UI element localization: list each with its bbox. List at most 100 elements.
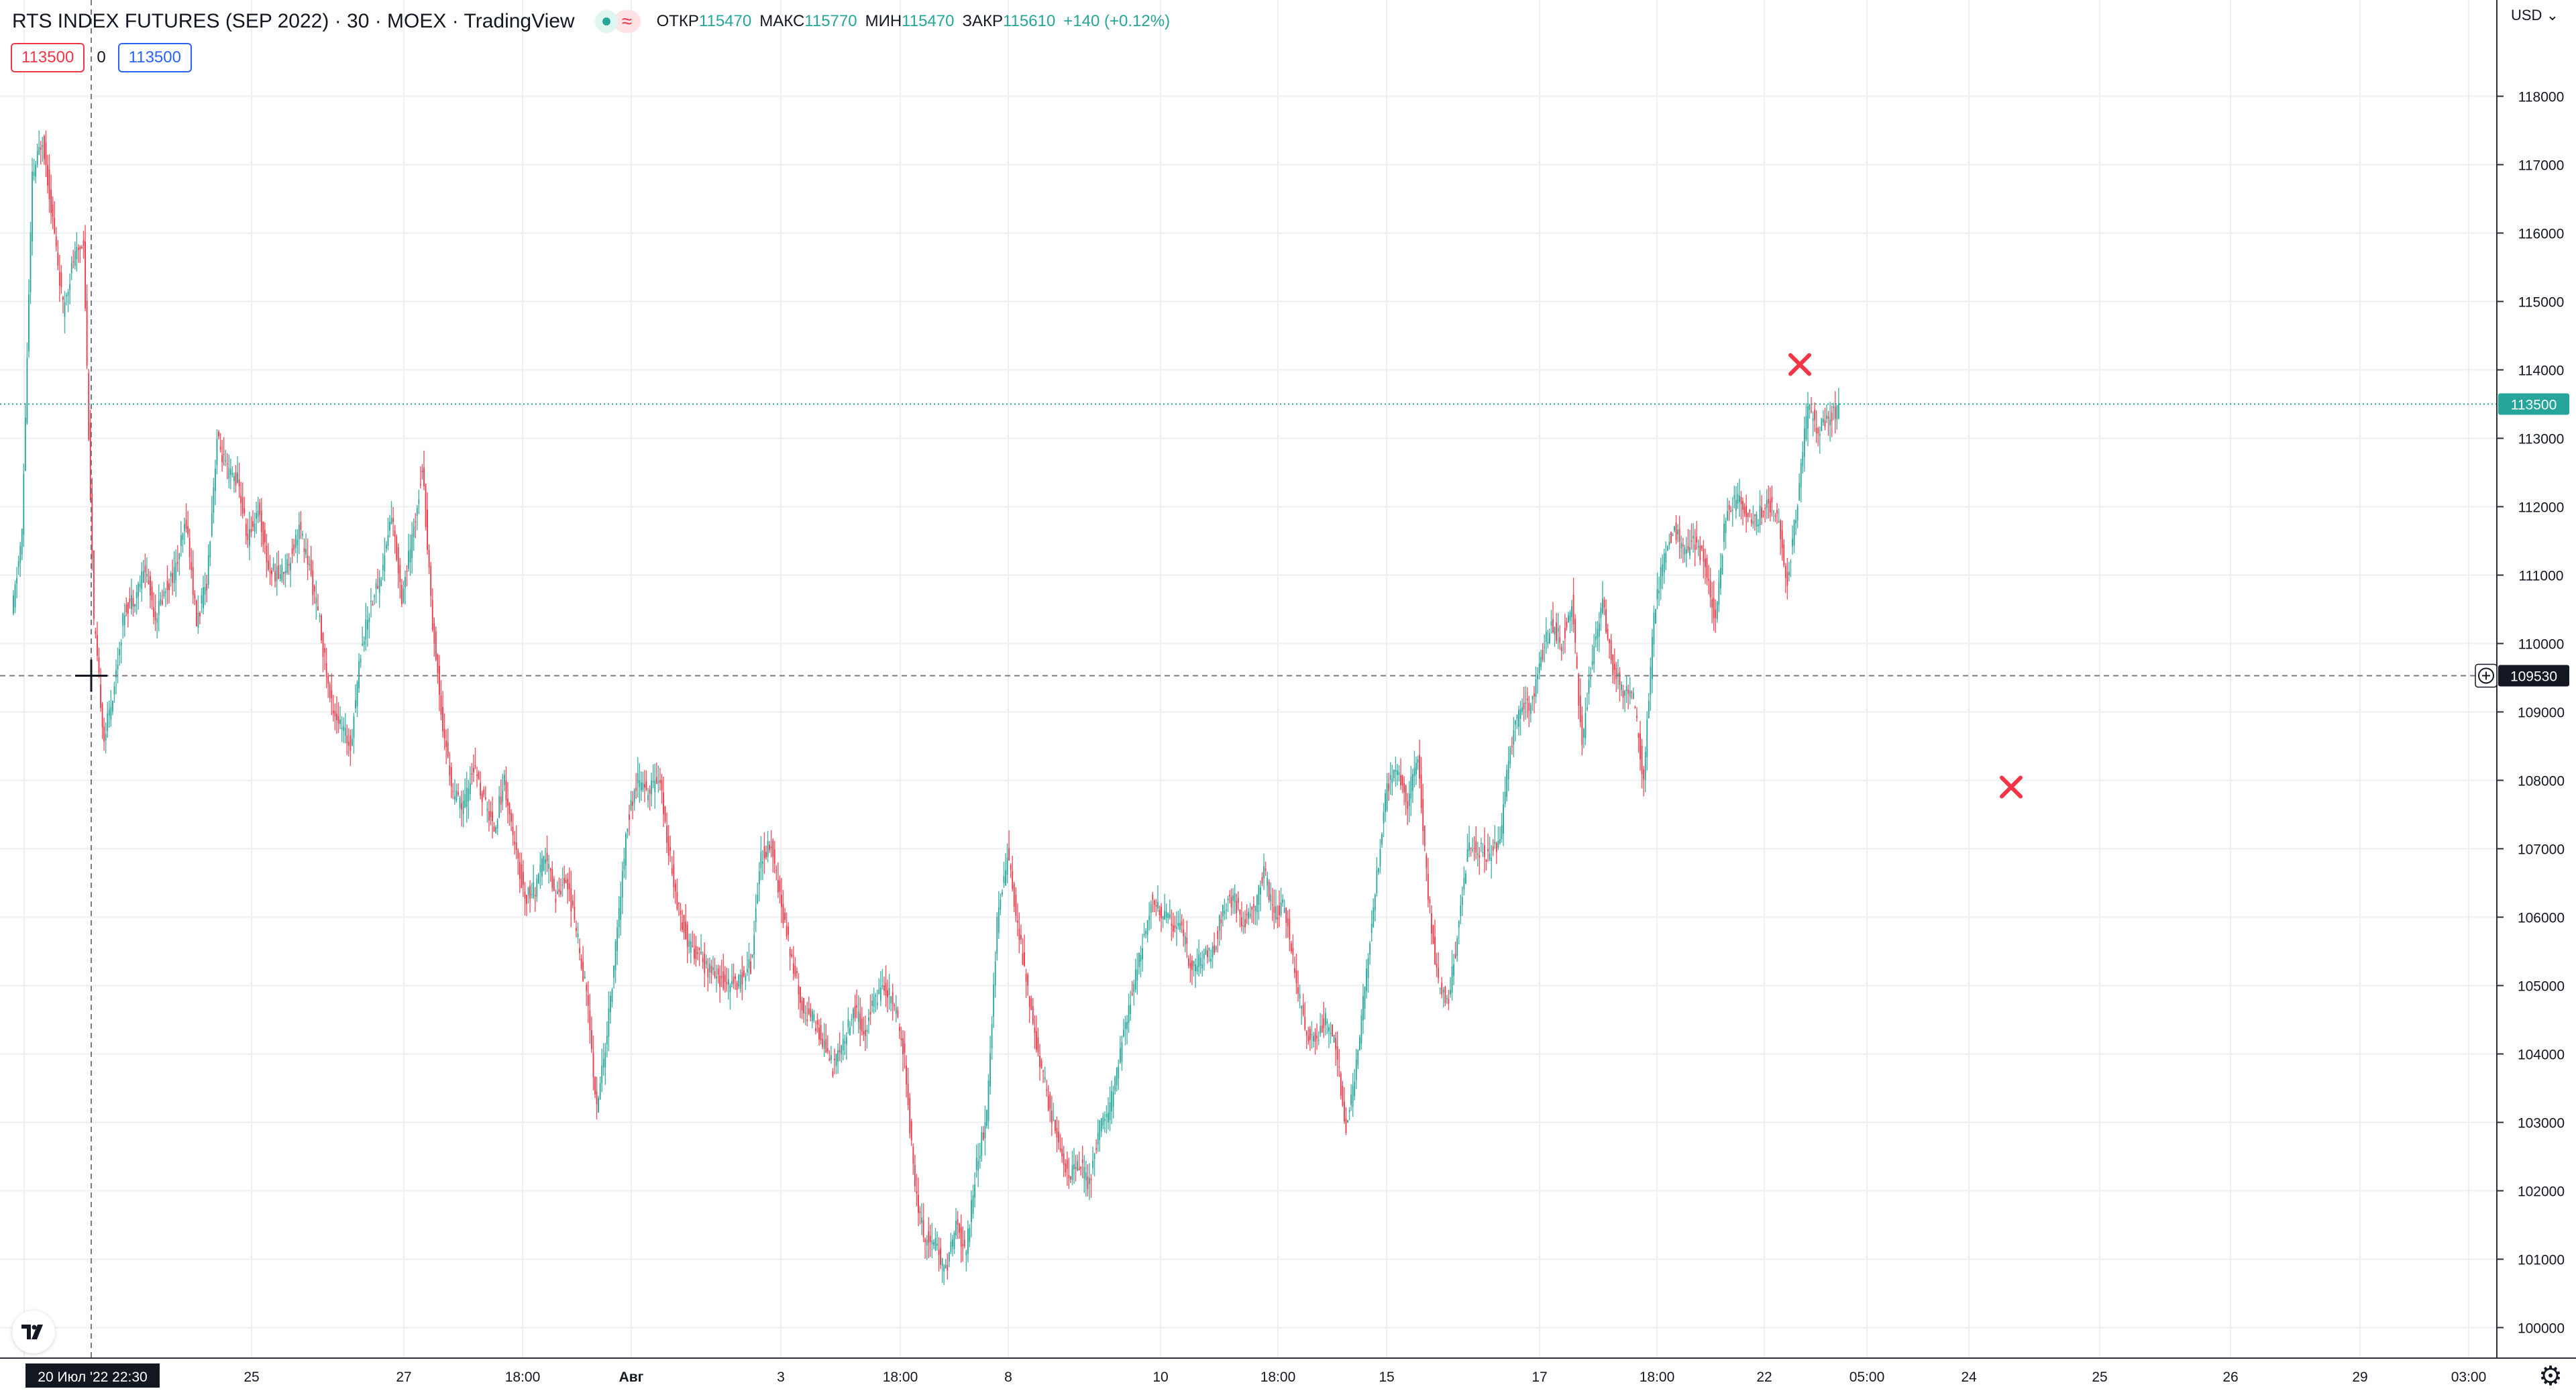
candle-body [1434, 936, 1436, 964]
candle-body [1302, 1005, 1304, 1015]
candle-body [1297, 987, 1299, 994]
candle-body [233, 476, 235, 481]
candle-body [1540, 657, 1542, 667]
currency-selector[interactable]: USD ⌄ [2511, 7, 2559, 23]
candle-body [1112, 1092, 1114, 1107]
high-label: МАКС [759, 12, 805, 30]
candle-body [1815, 427, 1817, 434]
candle-body [1287, 918, 1289, 926]
candle-body [1432, 925, 1434, 944]
candle-body [627, 828, 629, 832]
candle-body [1566, 622, 1568, 628]
candle-body [1191, 960, 1193, 970]
candle-body [694, 948, 695, 959]
sell-button[interactable]: 113500 [11, 43, 85, 72]
candle-body [529, 885, 531, 899]
candle-body [47, 165, 48, 186]
candle-body [336, 714, 337, 720]
candle-body [704, 954, 706, 973]
time-tick-label: 26 [2222, 1370, 2238, 1385]
candle-body [533, 882, 535, 899]
candle-body [260, 510, 262, 533]
candle-body [372, 604, 374, 606]
candle-body [1737, 494, 1739, 504]
candle-body [197, 612, 199, 628]
candle-body [1249, 913, 1251, 917]
candle-body [400, 585, 402, 604]
candle-body [989, 1053, 991, 1086]
candle-body [1453, 964, 1454, 976]
candle-body [293, 544, 295, 550]
candle-body [918, 1194, 919, 1213]
candle-body [176, 561, 178, 564]
candle-body [876, 1003, 878, 1005]
candle-body [100, 684, 101, 708]
candle-body [272, 563, 274, 571]
candle-body [822, 1038, 824, 1047]
candle-body [1627, 689, 1629, 694]
candle-body [755, 908, 757, 923]
candle-body [582, 962, 584, 981]
candle-body [1413, 767, 1415, 777]
candle-body [1799, 483, 1801, 500]
tradingview-logo-icon[interactable] [12, 1310, 55, 1353]
candle-body [1607, 629, 1609, 639]
status-indicators[interactable]: ≈ [594, 10, 641, 33]
candle-body [350, 735, 352, 751]
buy-button[interactable]: 113500 [117, 43, 192, 72]
candle-body [1742, 501, 1743, 510]
gear-icon[interactable]: ⚙ [2538, 1361, 2563, 1391]
candle-body [1027, 974, 1029, 986]
candle-body [792, 963, 794, 974]
candle-body [1104, 1119, 1106, 1121]
candle-body [1554, 627, 1556, 635]
candle-body [1236, 901, 1238, 913]
candle-body [1576, 656, 1578, 669]
quantity-label[interactable]: 0 [97, 48, 106, 66]
candle-body [820, 1025, 822, 1041]
candle-body [1016, 920, 1018, 923]
candle-body [1529, 704, 1532, 714]
candle-body [526, 895, 527, 904]
candle-body [895, 1007, 897, 1014]
candle-body [154, 611, 156, 620]
candle-body [1085, 1172, 1087, 1180]
candle-body [1136, 969, 1138, 981]
candle-body [541, 858, 543, 877]
candle-body [428, 550, 430, 567]
candle-body [1408, 793, 1410, 806]
candle-body [1162, 915, 1164, 919]
candle-body [1557, 628, 1559, 632]
data-delay-icon[interactable]: ≈ [613, 10, 641, 33]
candle-body [131, 595, 132, 610]
candle-body [1173, 925, 1174, 932]
market-open-icon[interactable] [594, 10, 618, 33]
candle-body [1260, 887, 1261, 895]
candle-body [1378, 868, 1379, 873]
candle-body [1568, 615, 1569, 623]
candle-body [1492, 846, 1494, 851]
candle-body [225, 460, 227, 462]
candle-body [1776, 510, 1778, 514]
candle-body [839, 1050, 841, 1053]
candle-body [1386, 783, 1388, 810]
candle-body [1161, 906, 1162, 918]
candle-body [445, 740, 447, 748]
symbol-title[interactable]: RTS INDEX FUTURES (SEP 2022) · 30 · MOEX… [12, 10, 575, 32]
candle-body [458, 791, 459, 795]
candle-body [1311, 1034, 1313, 1036]
candle-body [1588, 679, 1590, 694]
price-axis: 118000 117000 116000 115000 114000 113000 1120… [2475, 0, 2569, 1358]
candle-body [378, 577, 380, 594]
candle-body [1739, 496, 1740, 502]
candle-body [375, 583, 377, 589]
candle-body [909, 1097, 911, 1133]
candle-body [736, 983, 738, 990]
candle-body [132, 598, 134, 607]
candle-body [688, 940, 690, 947]
candle-body [1784, 565, 1786, 578]
candle-body [1479, 855, 1481, 858]
candle-body [1053, 1119, 1055, 1121]
candle-body [1518, 710, 1519, 727]
